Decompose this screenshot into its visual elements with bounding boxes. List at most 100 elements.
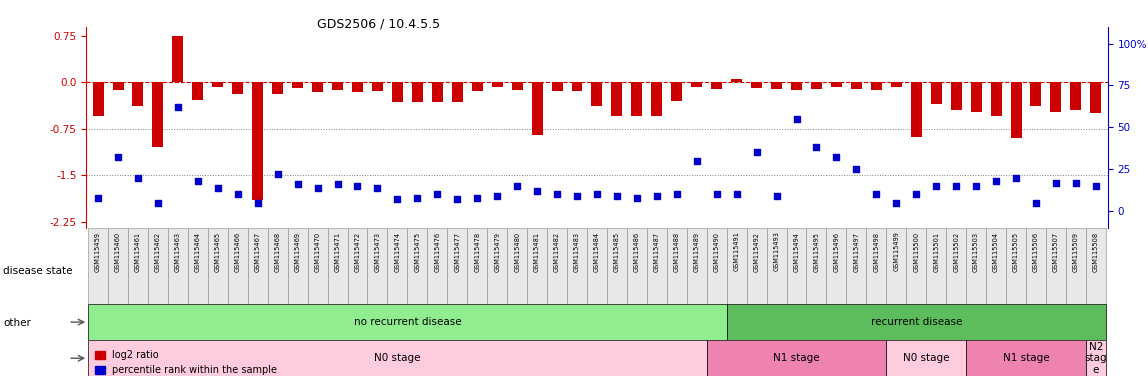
FancyBboxPatch shape: [448, 228, 467, 304]
FancyBboxPatch shape: [148, 228, 168, 304]
Point: [747, 149, 766, 156]
FancyBboxPatch shape: [108, 228, 129, 304]
FancyBboxPatch shape: [727, 228, 746, 304]
FancyBboxPatch shape: [327, 228, 348, 304]
Point: [907, 191, 925, 197]
Text: GSM115466: GSM115466: [234, 232, 241, 271]
Point: [488, 193, 506, 199]
Bar: [672, 83, 682, 101]
Point: [507, 183, 526, 189]
FancyBboxPatch shape: [627, 228, 646, 304]
Text: GSM115505: GSM115505: [1013, 232, 1019, 271]
Text: GSM115462: GSM115462: [155, 232, 161, 271]
FancyBboxPatch shape: [267, 228, 288, 304]
Point: [688, 158, 706, 164]
Text: GSM115483: GSM115483: [574, 232, 580, 271]
Text: N1 stage: N1 stage: [1002, 353, 1049, 363]
Text: disease state: disease state: [3, 266, 73, 276]
Text: GSM115503: GSM115503: [974, 232, 979, 271]
Point: [807, 144, 825, 151]
Bar: [512, 83, 522, 90]
Bar: [727, 304, 1106, 340]
Bar: [851, 83, 862, 89]
Text: GSM115504: GSM115504: [993, 232, 999, 271]
Bar: [312, 83, 323, 93]
Bar: [951, 83, 962, 110]
Bar: [751, 83, 762, 88]
Point: [628, 195, 646, 201]
FancyBboxPatch shape: [548, 228, 567, 304]
FancyBboxPatch shape: [867, 228, 886, 304]
Point: [1047, 179, 1065, 185]
FancyBboxPatch shape: [646, 228, 667, 304]
Bar: [472, 83, 482, 91]
Point: [847, 166, 866, 172]
Point: [468, 195, 487, 201]
Text: GSM115484: GSM115484: [594, 232, 600, 271]
FancyBboxPatch shape: [88, 228, 108, 304]
Bar: [612, 83, 622, 116]
Point: [129, 174, 147, 180]
Point: [188, 178, 207, 184]
Bar: [172, 36, 184, 83]
Text: N2
stag
e: N2 stag e: [1085, 342, 1107, 375]
Text: GSM115488: GSM115488: [674, 232, 680, 271]
Bar: [88, 340, 707, 376]
Bar: [731, 79, 742, 83]
FancyBboxPatch shape: [208, 228, 227, 304]
Text: GSM115489: GSM115489: [693, 232, 700, 271]
Bar: [831, 83, 841, 88]
FancyBboxPatch shape: [427, 228, 448, 304]
Bar: [113, 83, 124, 90]
Text: GSM115494: GSM115494: [793, 232, 799, 271]
Text: GSM115500: GSM115500: [914, 232, 920, 271]
Bar: [771, 83, 782, 89]
Point: [528, 188, 546, 194]
Text: GSM115501: GSM115501: [933, 232, 939, 271]
Text: GSM115485: GSM115485: [614, 232, 620, 271]
FancyBboxPatch shape: [607, 228, 627, 304]
Point: [149, 200, 168, 206]
Text: GSM115475: GSM115475: [414, 232, 420, 271]
FancyBboxPatch shape: [168, 228, 188, 304]
Bar: [491, 83, 503, 88]
Text: GSM115465: GSM115465: [215, 232, 220, 271]
Point: [728, 191, 746, 197]
FancyBboxPatch shape: [846, 228, 867, 304]
FancyBboxPatch shape: [507, 228, 527, 304]
Point: [987, 178, 1006, 184]
FancyBboxPatch shape: [886, 228, 906, 304]
Text: GSM115493: GSM115493: [774, 232, 779, 271]
Point: [388, 196, 406, 202]
Bar: [1091, 83, 1101, 113]
Bar: [891, 83, 902, 88]
Bar: [193, 83, 203, 100]
Text: GSM115487: GSM115487: [654, 232, 660, 271]
FancyBboxPatch shape: [587, 228, 607, 304]
Legend: log2 ratio, percentile rank within the sample: log2 ratio, percentile rank within the s…: [91, 346, 281, 379]
Text: GSM115476: GSM115476: [434, 232, 441, 271]
Text: GSM115486: GSM115486: [634, 232, 639, 271]
FancyBboxPatch shape: [348, 228, 367, 304]
Bar: [412, 83, 422, 102]
Point: [767, 193, 785, 199]
Bar: [1070, 83, 1081, 110]
Point: [548, 191, 566, 197]
FancyBboxPatch shape: [129, 228, 148, 304]
FancyBboxPatch shape: [567, 228, 587, 304]
Point: [1007, 174, 1025, 180]
Bar: [132, 83, 144, 106]
Bar: [991, 83, 1001, 116]
FancyBboxPatch shape: [906, 228, 926, 304]
FancyBboxPatch shape: [408, 228, 427, 304]
FancyBboxPatch shape: [827, 228, 846, 304]
Point: [1066, 179, 1085, 185]
Point: [269, 171, 287, 177]
Text: GSM115463: GSM115463: [174, 232, 181, 271]
Text: GSM115506: GSM115506: [1033, 232, 1039, 271]
Text: GSM115492: GSM115492: [753, 232, 760, 271]
FancyBboxPatch shape: [527, 228, 548, 304]
Point: [309, 184, 327, 190]
FancyBboxPatch shape: [248, 228, 267, 304]
Text: GSM115467: GSM115467: [255, 232, 261, 271]
